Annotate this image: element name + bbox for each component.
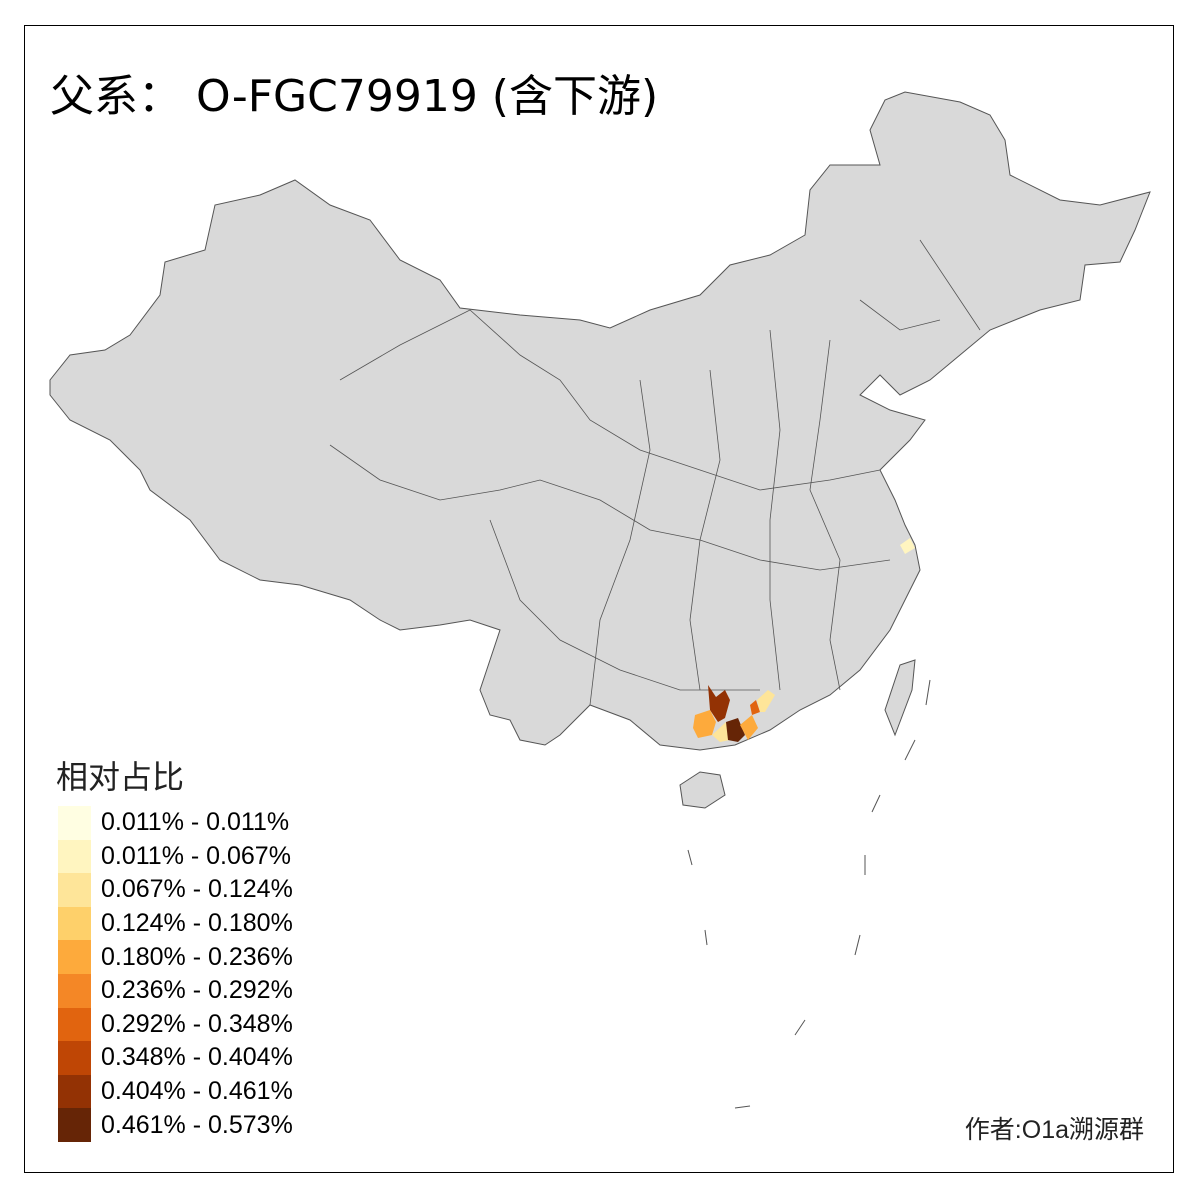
legend-swatch: [58, 873, 91, 907]
region-light-center: [712, 722, 730, 742]
hainan-island: [679, 771, 726, 809]
highlighted-regions: [693, 538, 915, 742]
legend-label: 0.461% - 0.573%: [101, 1110, 293, 1139]
taiwan-island: [884, 659, 916, 737]
legend-label: 0.292% - 0.348%: [101, 1009, 293, 1038]
legend-swatch: [58, 974, 91, 1008]
region-mid-orange: [750, 700, 760, 715]
legend-swatch: [58, 1108, 91, 1142]
legend-swatch: [58, 839, 91, 874]
legend-item: 0.124% - 0.180%: [58, 906, 293, 941]
map-title: 父系： O-FGC79919 (含下游): [50, 71, 659, 122]
south-china-sea-islands: [687, 679, 931, 1109]
legend-label: 0.124% - 0.180%: [101, 909, 293, 938]
legend-swatch: [58, 1074, 91, 1109]
region-dark-north: [708, 685, 730, 722]
region-light-east: [757, 690, 775, 712]
legend-item: 0.067% - 0.124%: [58, 873, 293, 907]
legend-item: 0.236% - 0.292%: [58, 974, 293, 1008]
legend-label: 0.011% - 0.011%: [101, 808, 290, 837]
legend-label: 0.348% - 0.404%: [101, 1043, 293, 1072]
legend-label: 0.011% - 0.067%: [101, 841, 291, 870]
legend-item: 0.292% - 0.348%: [58, 1007, 293, 1042]
legend-swatch: [58, 940, 91, 974]
legend-title: 相对占比: [56, 758, 185, 796]
legend-swatch: [58, 1041, 91, 1075]
region-darkest: [726, 718, 745, 742]
region-shanghai: [900, 538, 915, 554]
legend-label: 0.067% - 0.124%: [101, 875, 293, 904]
legend-label: 0.180% - 0.236%: [101, 942, 293, 971]
china-outline: [49, 91, 1151, 751]
legend-item: 0.011% - 0.067%: [58, 839, 291, 874]
legend-label: 0.236% - 0.292%: [101, 976, 293, 1005]
author-credit: 作者:O1a溯源群: [964, 1116, 1144, 1144]
legend-item: 0.461% - 0.573%: [58, 1108, 293, 1142]
legend-label: 0.404% - 0.461%: [101, 1077, 293, 1106]
legend-item: 0.011% - 0.011%: [58, 806, 289, 840]
region-orange-east: [740, 715, 758, 740]
legend-item: 0.348% - 0.404%: [58, 1041, 293, 1075]
province-borders: [329, 239, 981, 706]
legend-item: 0.180% - 0.236%: [58, 940, 293, 974]
map-frame: [24, 25, 1174, 1173]
legend-item: 0.404% - 0.461%: [58, 1074, 293, 1109]
legend-swatch: [58, 1007, 91, 1042]
region-orange-west: [693, 710, 716, 738]
legend-swatch: [58, 906, 91, 941]
legend-swatch: [58, 806, 91, 840]
